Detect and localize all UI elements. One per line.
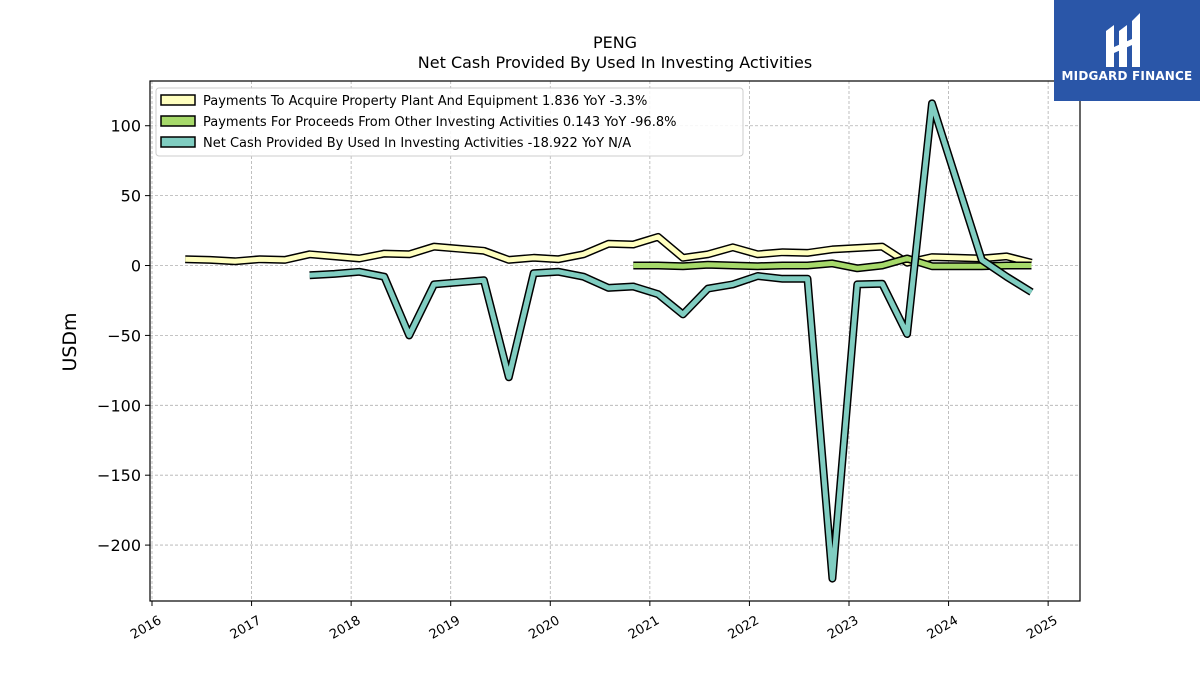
y-tick-label: −150	[97, 466, 141, 485]
x-tick-label: 2019	[427, 613, 463, 643]
y-tick-label: 50	[121, 187, 141, 206]
legend-swatch	[160, 94, 196, 106]
series-lines	[185, 99, 1034, 583]
brand-mark-icon	[1106, 13, 1140, 67]
x-tick-label: 2024	[925, 613, 961, 643]
x-tick-label: 2020	[526, 613, 562, 643]
x-axis: 2016 2017 2018 2019 2020 2021 2022 2023 2024 2025	[128, 601, 1060, 643]
legend-swatch	[160, 115, 196, 127]
series-line-2	[309, 100, 1033, 582]
y-tick-label: −50	[107, 326, 141, 345]
y-axis-label: USDm	[59, 312, 81, 371]
chart-title: PENG	[593, 33, 637, 52]
x-tick-label: 2017	[228, 613, 264, 643]
series-line-1	[633, 256, 1032, 271]
x-tick-label: 2021	[626, 613, 662, 643]
series-line-0	[185, 234, 1033, 266]
x-tick-label: 2022	[726, 613, 762, 643]
y-tick-label: −200	[97, 536, 141, 555]
grid	[150, 81, 1080, 601]
legend-label: Payments For Proceeds From Other Investi…	[203, 115, 676, 130]
x-tick-label: 2018	[327, 613, 363, 643]
legend-label: Net Cash Provided By Used In Investing A…	[203, 136, 631, 151]
plot-frame	[149, 80, 1081, 602]
legend-label: Payments To Acquire Property Plant And E…	[203, 94, 647, 109]
legend-box	[155, 87, 744, 157]
y-axis: 100 50 0 −50 −100 −150 −200	[97, 117, 150, 555]
legend-swatch	[160, 136, 196, 148]
x-tick-label: 2016	[128, 613, 164, 643]
y-tick-label: −100	[97, 396, 141, 415]
chart-subtitle: Net Cash Provided By Used In Investing A…	[418, 53, 812, 72]
legend: Payments To Acquire Property Plant And E…	[155, 87, 744, 157]
y-tick-label: 100	[110, 117, 141, 136]
brand-name: MIDGARD FINANCE	[1061, 69, 1193, 83]
brand-logo: MIDGARD FINANCE	[1054, 0, 1200, 101]
x-tick-label: 2023	[825, 613, 861, 643]
y-tick-label: 0	[131, 257, 141, 276]
x-tick-label: 2025	[1024, 613, 1060, 643]
